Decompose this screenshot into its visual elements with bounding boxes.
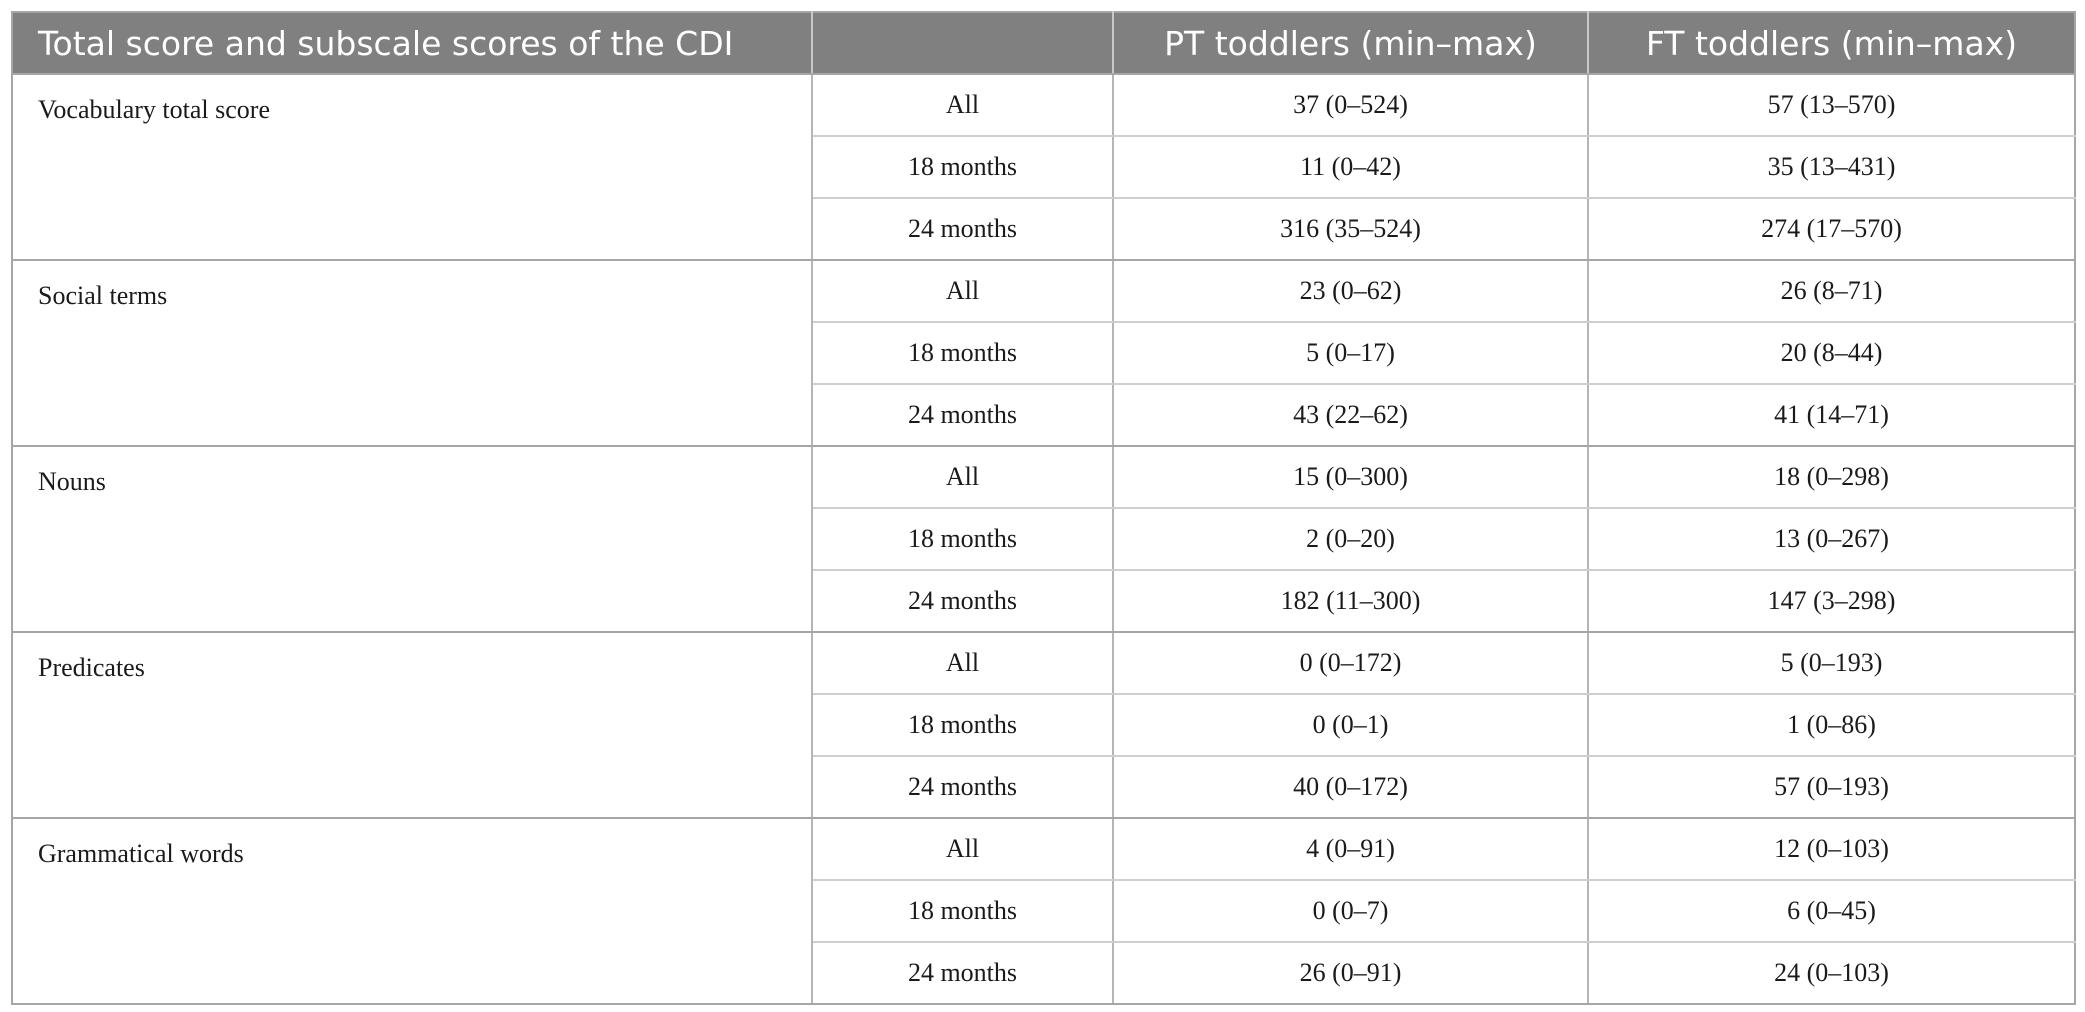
age-cell: 18 months bbox=[812, 322, 1114, 385]
pt-value-cell: 5 (0–17) bbox=[1113, 322, 1589, 385]
row-group-label: Grammatical words bbox=[12, 818, 813, 1005]
table-body: Vocabulary total score All 37 (0–524) 57… bbox=[12, 74, 2075, 1005]
age-cell: 18 months bbox=[812, 694, 1114, 757]
table-row: 24 months 26 (0–91) 24 (0–103) bbox=[12, 942, 2075, 1005]
age-cell: 18 months bbox=[812, 880, 1114, 943]
age-cell: 24 months bbox=[812, 942, 1114, 1005]
pt-value-cell: 0 (0–1) bbox=[1113, 694, 1589, 757]
ft-value-cell: 26 (8–71) bbox=[1588, 260, 2075, 323]
header-row: Total score and subscale scores of the C… bbox=[12, 12, 2075, 75]
table-row: Nouns All 15 (0–300) 18 (0–298) bbox=[12, 446, 2075, 633]
cdi-scores-table: Total score and subscale scores of the C… bbox=[11, 11, 2076, 1005]
age-cell: 18 months bbox=[812, 136, 1114, 199]
pt-value-cell: 43 (22–62) bbox=[1113, 384, 1589, 447]
pt-value-cell: 0 (0–7) bbox=[1113, 880, 1589, 943]
age-cell: 24 months bbox=[812, 384, 1114, 447]
table-row: Grammatical words All 4 (0–91) 12 (0–103… bbox=[12, 818, 2075, 1005]
table-row: 18 months 0 (0–7) 6 (0–45) bbox=[12, 880, 2075, 943]
ft-value-cell: 13 (0–267) bbox=[1588, 508, 2075, 571]
header-pt-toddlers: PT toddlers (min–max) bbox=[1113, 12, 1589, 75]
ft-value-cell: 57 (0–193) bbox=[1588, 756, 2075, 819]
ft-value-cell: 41 (14–71) bbox=[1588, 384, 2075, 447]
header-age-group bbox=[812, 12, 1114, 75]
pt-value-cell: 26 (0–91) bbox=[1113, 942, 1589, 1005]
age-cell: 24 months bbox=[812, 756, 1114, 819]
ft-value-cell: 12 (0–103) bbox=[1588, 818, 2075, 881]
age-cell: All bbox=[812, 632, 1114, 695]
ft-value-cell: 35 (13–431) bbox=[1588, 136, 2075, 199]
ft-value-cell: 18 (0–298) bbox=[1588, 446, 2075, 509]
row-group-label: Predicates bbox=[12, 632, 813, 819]
ft-value-cell: 6 (0–45) bbox=[1588, 880, 2075, 943]
pt-value-cell: 2 (0–20) bbox=[1113, 508, 1589, 571]
ft-value-cell: 1 (0–86) bbox=[1588, 694, 2075, 757]
header-score-type: Total score and subscale scores of the C… bbox=[12, 12, 813, 75]
age-cell: All bbox=[812, 446, 1114, 509]
table-row: 18 months 5 (0–17) 20 (8–44) bbox=[12, 322, 2075, 385]
age-cell: All bbox=[812, 74, 1114, 137]
pt-value-cell: 37 (0–524) bbox=[1113, 74, 1589, 137]
pt-value-cell: 4 (0–91) bbox=[1113, 818, 1589, 881]
row-group-label: Nouns bbox=[12, 446, 813, 633]
ft-value-cell: 147 (3–298) bbox=[1588, 570, 2075, 633]
table-row: 18 months 11 (0–42) 35 (13–431) bbox=[12, 136, 2075, 199]
age-cell: 24 months bbox=[812, 570, 1114, 633]
age-cell: 24 months bbox=[812, 198, 1114, 261]
table-row: 24 months 182 (11–300) 147 (3–298) bbox=[12, 570, 2075, 633]
pt-value-cell: 40 (0–172) bbox=[1113, 756, 1589, 819]
row-group-label: Social terms bbox=[12, 260, 813, 447]
table-row: Predicates All 0 (0–172) 5 (0–193) bbox=[12, 632, 2075, 819]
ft-value-cell: 20 (8–44) bbox=[1588, 322, 2075, 385]
table-row: Vocabulary total score All 37 (0–524) 57… bbox=[12, 74, 2075, 261]
ft-value-cell: 274 (17–570) bbox=[1588, 198, 2075, 261]
table-row: 24 months 316 (35–524) 274 (17–570) bbox=[12, 198, 2075, 261]
age-cell: 18 months bbox=[812, 508, 1114, 571]
pt-value-cell: 15 (0–300) bbox=[1113, 446, 1589, 509]
pt-value-cell: 316 (35–524) bbox=[1113, 198, 1589, 261]
table-row: 24 months 43 (22–62) 41 (14–71) bbox=[12, 384, 2075, 447]
table-row: 18 months 2 (0–20) 13 (0–267) bbox=[12, 508, 2075, 571]
pt-value-cell: 182 (11–300) bbox=[1113, 570, 1589, 633]
age-cell: All bbox=[812, 818, 1114, 881]
age-cell: All bbox=[812, 260, 1114, 323]
pt-value-cell: 23 (0–62) bbox=[1113, 260, 1589, 323]
table-header: Total score and subscale scores of the C… bbox=[12, 12, 2075, 75]
table-row: Social terms All 23 (0–62) 26 (8–71) bbox=[12, 260, 2075, 447]
table-row: 18 months 0 (0–1) 1 (0–86) bbox=[12, 694, 2075, 757]
pt-value-cell: 11 (0–42) bbox=[1113, 136, 1589, 199]
pt-value-cell: 0 (0–172) bbox=[1113, 632, 1589, 695]
header-ft-toddlers: FT toddlers (min–max) bbox=[1588, 12, 2075, 75]
ft-value-cell: 5 (0–193) bbox=[1588, 632, 2075, 695]
ft-value-cell: 57 (13–570) bbox=[1588, 74, 2075, 137]
ft-value-cell: 24 (0–103) bbox=[1588, 942, 2075, 1005]
row-group-label: Vocabulary total score bbox=[12, 74, 813, 261]
table-row: 24 months 40 (0–172) 57 (0–193) bbox=[12, 756, 2075, 819]
